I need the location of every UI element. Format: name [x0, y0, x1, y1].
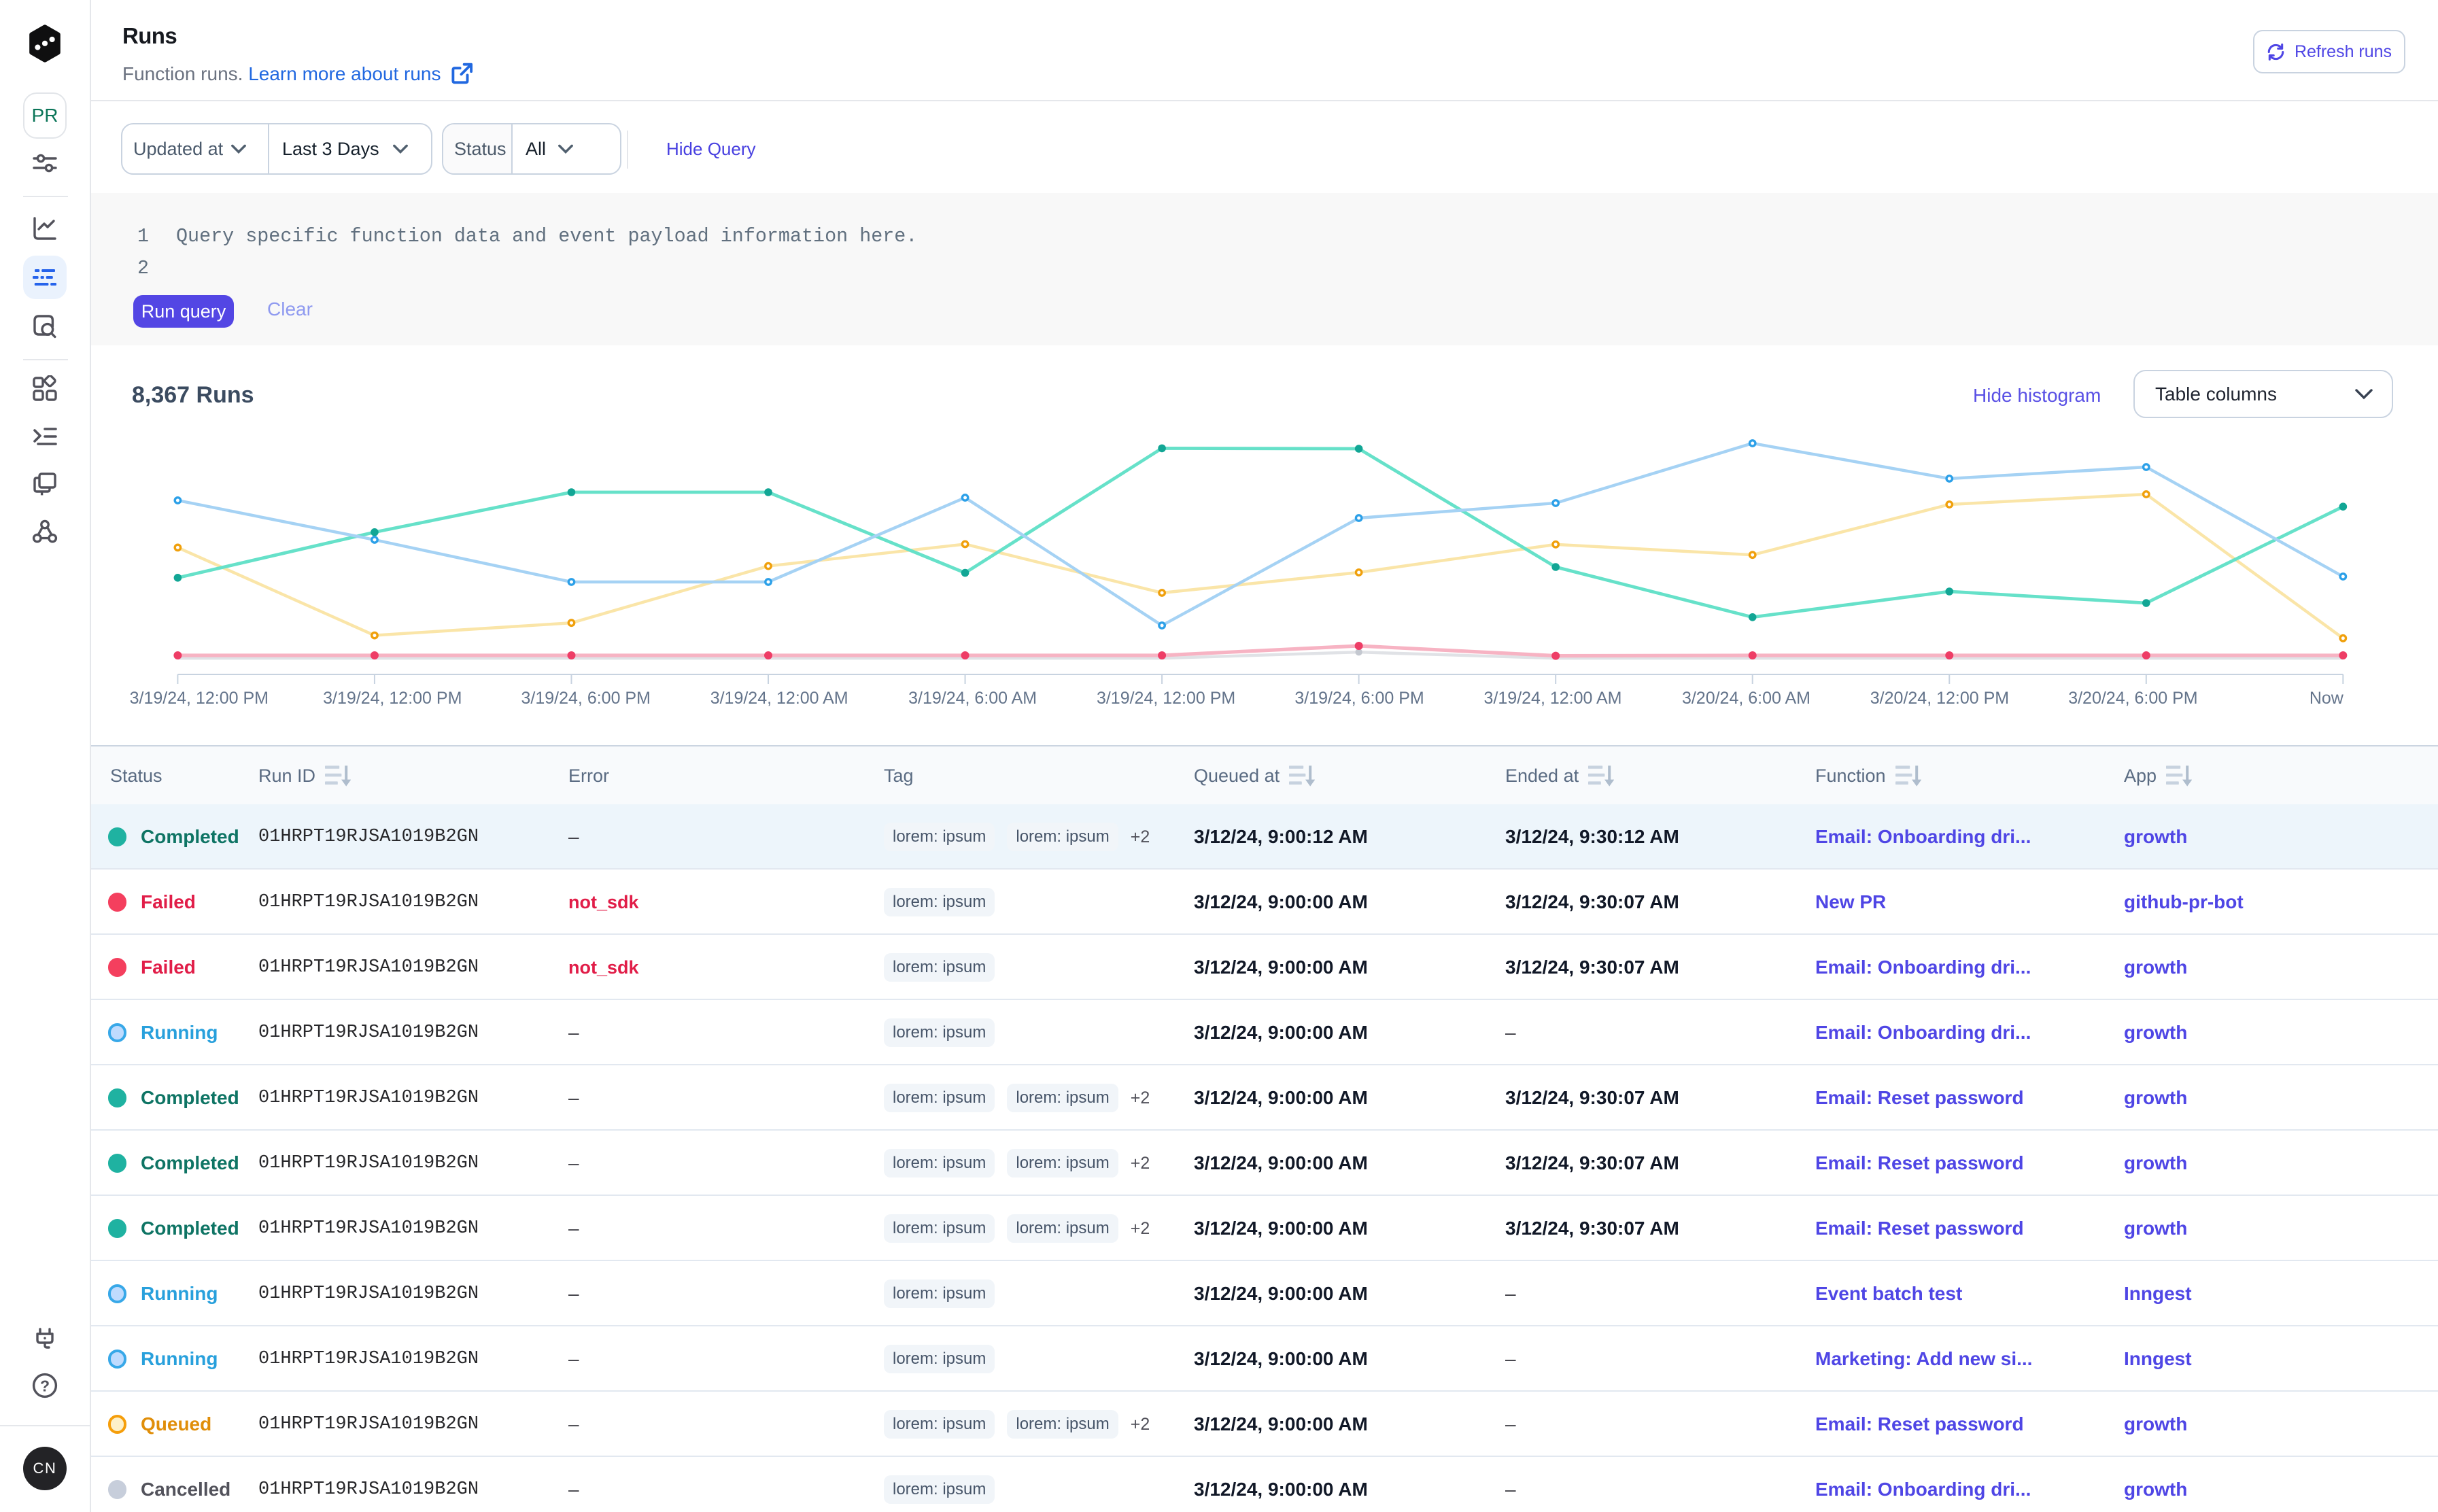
- svg-text:3/19/24, 12:00 PM: 3/19/24, 12:00 PM: [130, 689, 269, 708]
- svg-text:3/19/24, 12:00 AM: 3/19/24, 12:00 AM: [1484, 689, 1622, 708]
- svg-text:3/20/24, 6:00 AM: 3/20/24, 6:00 AM: [1682, 689, 1810, 708]
- svg-text:3/20/24, 12:00 PM: 3/20/24, 12:00 PM: [1870, 689, 2009, 708]
- svg-text:3/19/24, 6:00 PM: 3/19/24, 6:00 PM: [521, 689, 651, 708]
- svg-text:?: ?: [40, 1377, 50, 1394]
- svg-text:3/19/24, 12:00 AM: 3/19/24, 12:00 AM: [710, 689, 848, 708]
- svg-text:3/19/24, 12:00 PM: 3/19/24, 12:00 PM: [1097, 689, 1235, 708]
- svg-text:3/20/24, 6:00 PM: 3/20/24, 6:00 PM: [2068, 689, 2197, 708]
- svg-text:Now: Now: [2310, 689, 2344, 708]
- svg-text:3/19/24, 6:00 AM: 3/19/24, 6:00 AM: [908, 689, 1037, 708]
- svg-text:3/19/24, 12:00 PM: 3/19/24, 12:00 PM: [323, 689, 462, 708]
- svg-text:3/19/24, 6:00 PM: 3/19/24, 6:00 PM: [1294, 689, 1424, 708]
